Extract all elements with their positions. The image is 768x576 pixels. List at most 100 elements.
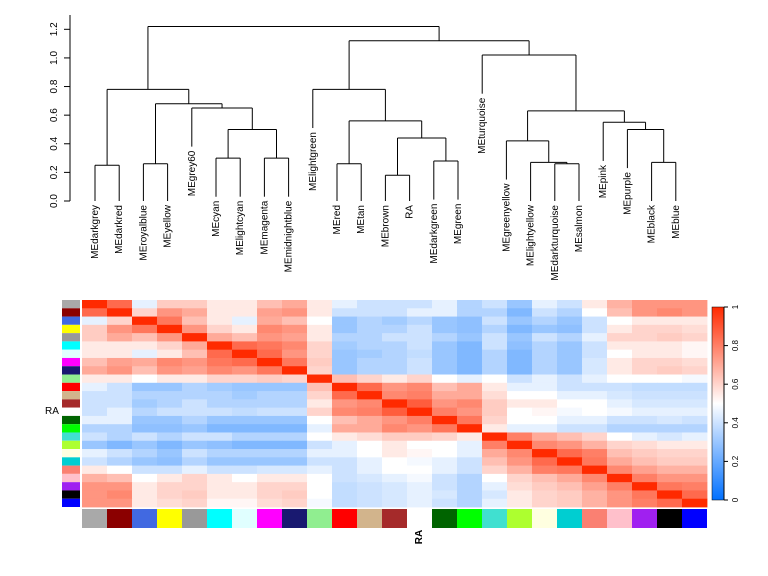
dendrogram-leaf-label-melightgreen: MElightgreen — [308, 132, 319, 191]
column-module-color-9 — [307, 509, 332, 528]
heatmap-cell-r11-c6 — [232, 391, 258, 400]
dendrogram-leaf-label-medarkturquoise: MEdarkturquoise — [550, 205, 561, 281]
heatmap-cell-r6-c8 — [282, 349, 308, 359]
heatmap-cell-r5-c24 — [682, 341, 708, 351]
heatmap-cell-r13-c17 — [507, 407, 533, 417]
heatmap-cell-r19-c20 — [582, 457, 608, 466]
heatmap-cell-r6-c0 — [82, 349, 108, 359]
heatmap-cell-r14-c24 — [682, 415, 708, 425]
heatmap-cell-r22-c24 — [682, 482, 708, 491]
heatmap-cell-r21-c20 — [582, 473, 608, 483]
heatmap-cell-r21-c1 — [107, 473, 133, 483]
dendrogram-leaf-label-medarkgrey: MEdarkgrey — [90, 205, 101, 259]
heatmap-cell-r8-c22 — [632, 366, 658, 375]
heatmap-cell-r9-c8 — [282, 374, 308, 384]
heatmap-cell-r11-c0 — [82, 391, 108, 400]
heatmap-cell-r7-c23 — [657, 357, 683, 367]
heatmap-cell-r5-c2 — [132, 341, 158, 351]
dendrogram-leaf-label-megreen: MEgreen — [453, 204, 464, 245]
row-module-color-8 — [62, 366, 80, 375]
heatmap-cell-r16-c7 — [257, 432, 283, 442]
row-module-color-5 — [62, 341, 80, 350]
heatmap-cell-r9-c4 — [182, 374, 208, 384]
heatmap-cell-r18-c10 — [332, 449, 358, 458]
heatmap-cell-r21-c18 — [532, 473, 558, 483]
heatmap-cell-r8-c11 — [357, 366, 383, 375]
heatmap-cell-r17-c23 — [657, 440, 683, 450]
heatmap-cell-r3-c6 — [232, 324, 258, 334]
heatmap-cell-r12-c19 — [557, 399, 583, 409]
heatmap-cell-r24-c16 — [482, 498, 508, 508]
heatmap-cell-r21-c4 — [182, 473, 208, 483]
heatmap-cell-r5-c12 — [382, 341, 408, 351]
heatmap-cell-r2-c0 — [82, 316, 108, 326]
heatmap-cell-r24-c21 — [607, 498, 633, 508]
heatmap-cell-r24-c2 — [132, 498, 158, 508]
heatmap-cell-r3-c21 — [607, 324, 633, 334]
heatmap-cell-r3-c4 — [182, 324, 208, 334]
heatmap-cell-r19-c4 — [182, 457, 208, 466]
row-module-color-1 — [62, 308, 80, 317]
row-module-color-2 — [62, 316, 80, 325]
heatmap-cell-r24-c14 — [432, 498, 458, 508]
dendrogram-y-tick-label-1: 0.2 — [49, 165, 60, 179]
row-module-color-9 — [62, 374, 80, 383]
heatmap-cell-r8-c9 — [307, 366, 333, 375]
dendrogram-leaf-label-meroyalblue: MEroyalblue — [138, 205, 149, 261]
heatmap-cell-r15-c1 — [107, 424, 133, 433]
heatmap-cell-r18-c4 — [182, 449, 208, 458]
heatmap-cell-r22-c3 — [157, 482, 183, 491]
dendrogram-leaf-label-meyellow: MEyellow — [163, 204, 174, 248]
heatmap-cell-r6-c11 — [357, 349, 383, 359]
heatmap-cell-r17-c1 — [107, 440, 133, 450]
heatmap-cell-r12-c14 — [432, 399, 458, 409]
heatmap-cell-r20-c0 — [82, 465, 108, 475]
heatmap-cell-r6-c7 — [257, 349, 283, 359]
heatmap-cell-r0-c2 — [132, 300, 158, 309]
dendrogram-y-tick-label-0: 0.0 — [49, 194, 60, 208]
heatmap-cell-r21-c5 — [207, 473, 233, 483]
heatmap-cell-r1-c17 — [507, 308, 533, 317]
heatmap-cell-r2-c3 — [157, 316, 183, 326]
heatmap-cell-r14-c3 — [157, 415, 183, 425]
heatmap-cell-r23-c8 — [282, 490, 308, 500]
heatmap-cell-r15-c21 — [607, 424, 633, 433]
heatmap-cell-r17-c20 — [582, 440, 608, 450]
heatmap-cell-r13-c2 — [132, 407, 158, 417]
heatmap-cell-r1-c9 — [307, 308, 333, 317]
heatmap-cell-r22-c1 — [107, 482, 133, 491]
heatmap-cell-r11-c12 — [382, 391, 408, 400]
heatmap-cell-r13-c1 — [107, 407, 133, 417]
heatmap-cell-r16-c24 — [682, 432, 708, 442]
heatmap-cell-r13-c13 — [407, 407, 433, 417]
heatmap-cell-r5-c21 — [607, 341, 633, 351]
dendrogram-y-tick-label-5: 1.0 — [49, 51, 60, 65]
heatmap-cell-r19-c19 — [557, 457, 583, 466]
heatmap-cell-r17-c11 — [357, 440, 383, 450]
heatmap-cell-r15-c23 — [657, 424, 683, 433]
heatmap-cell-r14-c15 — [457, 415, 483, 425]
heatmap-cell-r9-c16 — [482, 374, 508, 384]
heatmap-cell-r14-c9 — [307, 415, 333, 425]
heatmap-cell-r0-c23 — [657, 300, 683, 309]
heatmap-cell-r11-c17 — [507, 391, 533, 400]
heatmap-cell-r15-c22 — [632, 424, 658, 433]
column-module-color-15 — [457, 509, 482, 528]
heatmap-cell-r11-c20 — [582, 391, 608, 400]
heatmap-cell-r24-c9 — [307, 498, 333, 508]
heatmap-cell-r4-c14 — [432, 333, 458, 342]
column-module-color-17 — [507, 509, 532, 528]
heatmap-cell-r13-c7 — [257, 407, 283, 417]
heatmap-cell-r16-c17 — [507, 432, 533, 442]
heatmap-cell-r7-c11 — [357, 357, 383, 367]
heatmap-cell-r3-c11 — [357, 324, 383, 334]
heatmap-cell-r2-c12 — [382, 316, 408, 326]
heatmap-cell-r9-c3 — [157, 374, 183, 384]
heatmap-cell-r9-c0 — [82, 374, 108, 384]
heatmap-cell-r24-c6 — [232, 498, 258, 508]
row-module-color-3 — [62, 324, 80, 334]
column-module-color-14 — [432, 509, 457, 528]
heatmap-cell-r2-c21 — [607, 316, 633, 326]
heatmap-cell-r5-c5 — [207, 341, 233, 351]
heatmap-cell-r16-c19 — [557, 432, 583, 442]
